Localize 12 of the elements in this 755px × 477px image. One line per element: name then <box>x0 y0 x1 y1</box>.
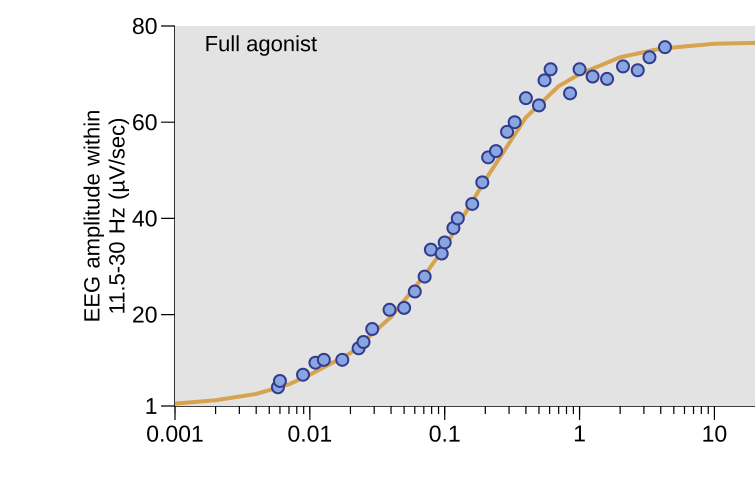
x-tick-label: 1 <box>574 426 585 442</box>
x-tick-label: 10 <box>703 426 726 442</box>
y-tick-label: 1 <box>146 398 156 414</box>
y-axis-title: EEG amplitude within 11.5-30 Hz (µV/sec) <box>84 111 130 321</box>
y-tick-label: 80 <box>132 18 157 34</box>
annotation: Full agonist <box>206 35 317 56</box>
y-tick-label: 60 <box>133 114 157 130</box>
y-tick-label: 40 <box>132 210 157 227</box>
y-tick-label: 20 <box>133 306 157 323</box>
x-tick-label: 0.001 <box>147 426 203 442</box>
x-tick-label: 0.01 <box>288 426 332 442</box>
x-tick-label: 0.1 <box>430 426 460 442</box>
